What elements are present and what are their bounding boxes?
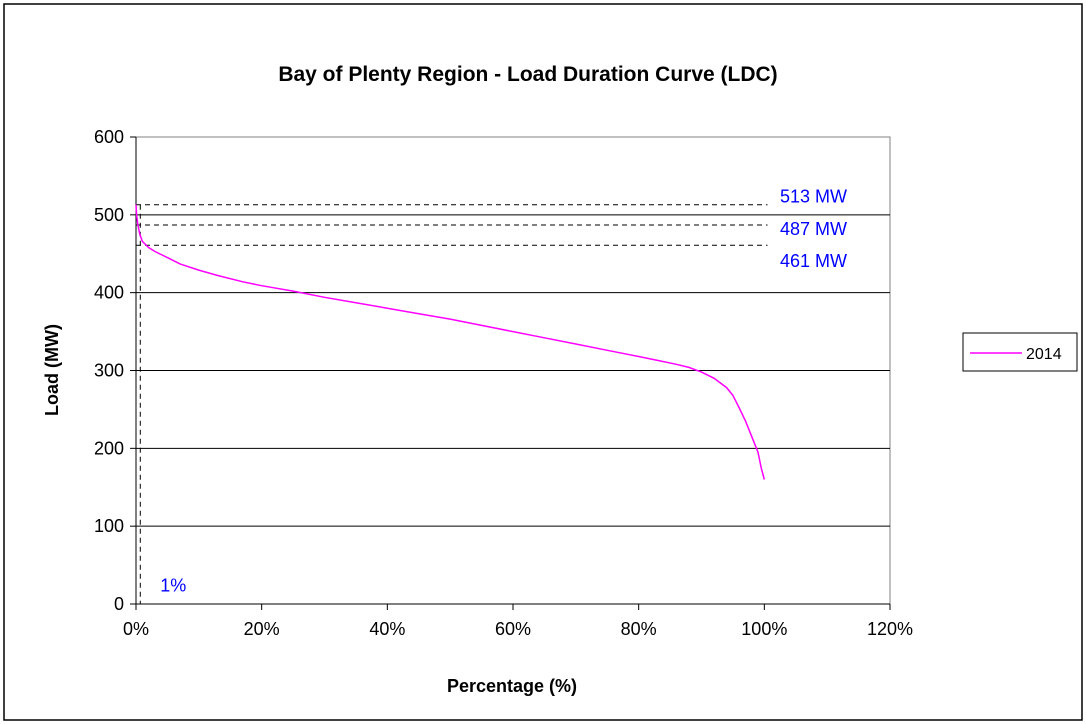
y-axis-title: Load (MW) [42, 324, 62, 416]
y-tick-label: 0 [114, 594, 124, 614]
x-tick-label: 20% [244, 619, 280, 639]
x-tick-label: 80% [621, 619, 657, 639]
y-tick-label: 300 [94, 361, 124, 381]
legend: 2014 [962, 332, 1078, 372]
y-tick-label: 200 [94, 438, 124, 458]
x-tick-label: 120% [867, 619, 913, 639]
legend-label-2014: 2014 [1026, 346, 1062, 363]
y-tick-label: 600 [94, 127, 124, 147]
chart-title: Bay of Plenty Region - Load Duration Cur… [278, 63, 777, 86]
y-tick-label: 400 [94, 283, 124, 303]
x-tick-label: 40% [369, 619, 405, 639]
x-tick-label: 0% [123, 619, 149, 639]
legend-box [962, 332, 1078, 372]
annotation-461mw: 461 MW [780, 251, 847, 271]
annotation-487mw: 487 MW [780, 219, 847, 239]
y-tick-label: 100 [94, 516, 124, 536]
annotation-1: 1% [160, 576, 186, 596]
plot-area: 0 100 200 300 400 500 600 0% 20% 40% 60% 80% 100% 120… [94, 127, 913, 639]
series-line-2014 [135, 204, 766, 480]
x-tick-label: 60% [495, 619, 531, 639]
x-axis-title: Percentage (%) [447, 676, 577, 696]
y-tick-label: 500 [94, 205, 124, 225]
annotation-513mw: 513 MW [780, 187, 847, 207]
x-tick-label: 100% [741, 619, 787, 639]
